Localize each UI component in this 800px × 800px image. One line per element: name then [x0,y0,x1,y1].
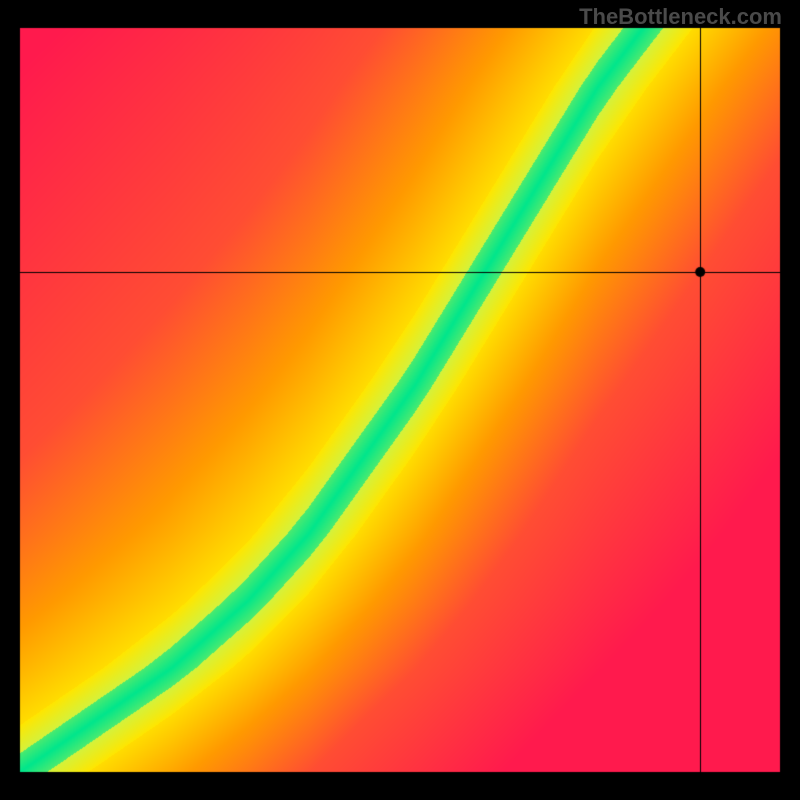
heatmap-canvas [0,0,800,800]
chart-container: TheBottleneck.com [0,0,800,800]
watermark-text: TheBottleneck.com [579,4,782,30]
